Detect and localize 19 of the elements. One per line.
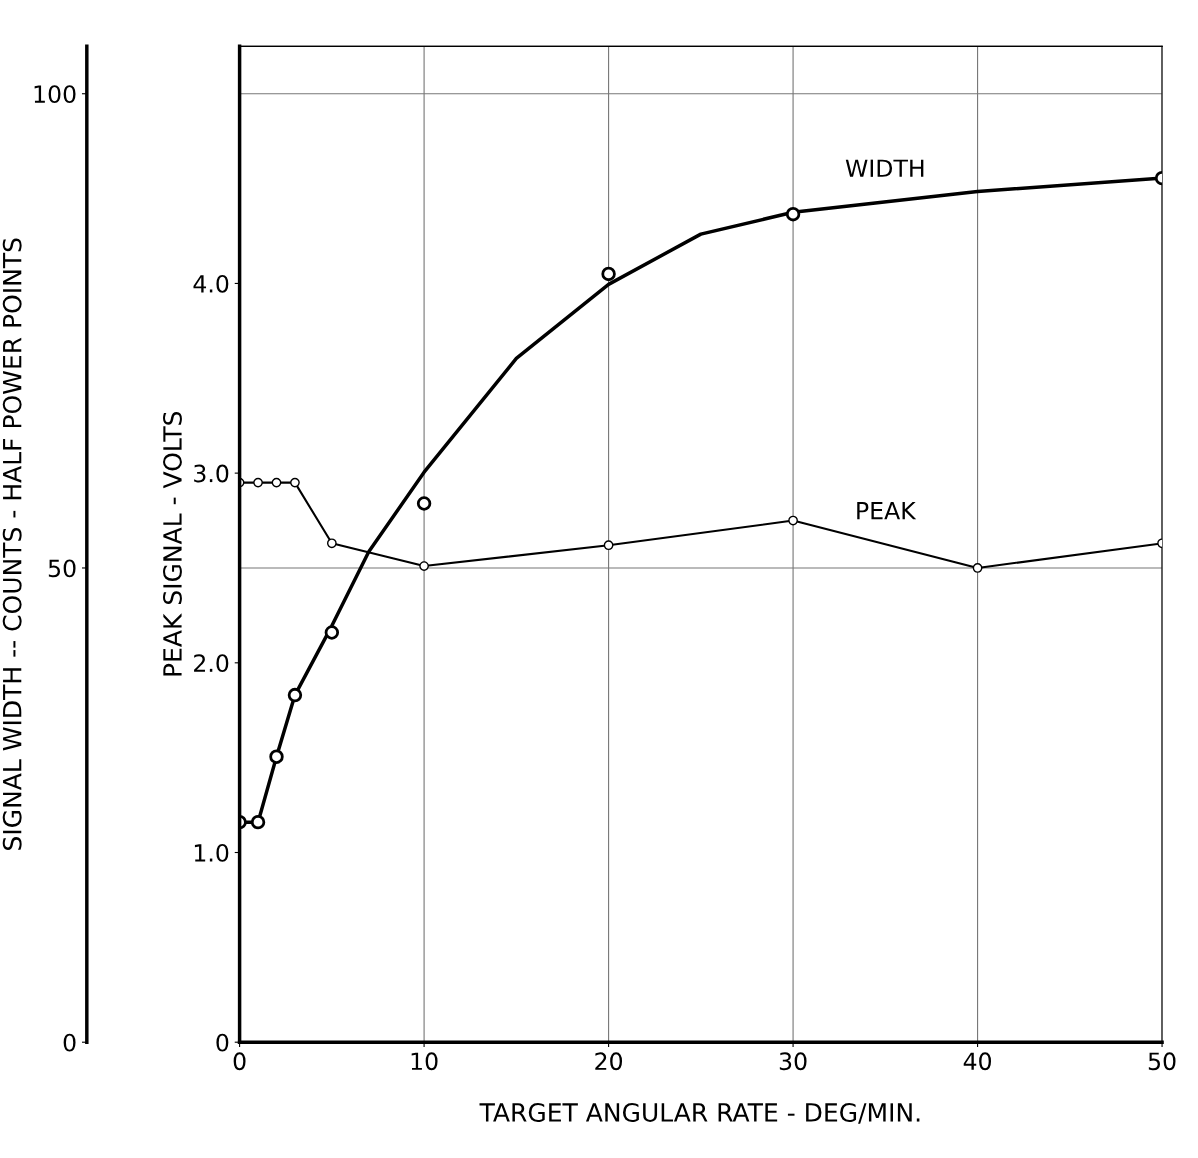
- y2-tick-label: 1.0: [194, 843, 229, 862]
- x-axis-title: TARGET ANGULAR RATE - DEG/MIN.: [479, 1102, 920, 1124]
- y-tick-label: 0: [63, 1033, 76, 1052]
- x-tick-label: 40: [963, 1052, 992, 1071]
- y2-axis-title: PEAK SIGNAL - VOLTS: [163, 411, 182, 676]
- series-label: WIDTH: [845, 159, 924, 177]
- y2-tick-label: 2.0: [194, 654, 229, 673]
- series-label: PEAK: [857, 502, 917, 520]
- x-tick-label: 20: [595, 1052, 623, 1071]
- y2-tick-label: 0: [216, 1033, 229, 1052]
- x-tick-label: 50: [1148, 1052, 1176, 1071]
- y2-tick-label: 4.0: [193, 274, 229, 293]
- y-axis-title: SIGNAL WIDTH -- COUNTS - HALF POWER POINTS: [2, 238, 22, 850]
- y-tick-label: 50: [48, 559, 76, 578]
- y-tick-label: 100: [34, 85, 76, 104]
- y2-tick-label: 3.0: [194, 464, 229, 483]
- x-tick-label: 10: [411, 1052, 438, 1071]
- x-tick-label: 30: [779, 1052, 807, 1071]
- x-tick-label: 0: [233, 1052, 246, 1071]
